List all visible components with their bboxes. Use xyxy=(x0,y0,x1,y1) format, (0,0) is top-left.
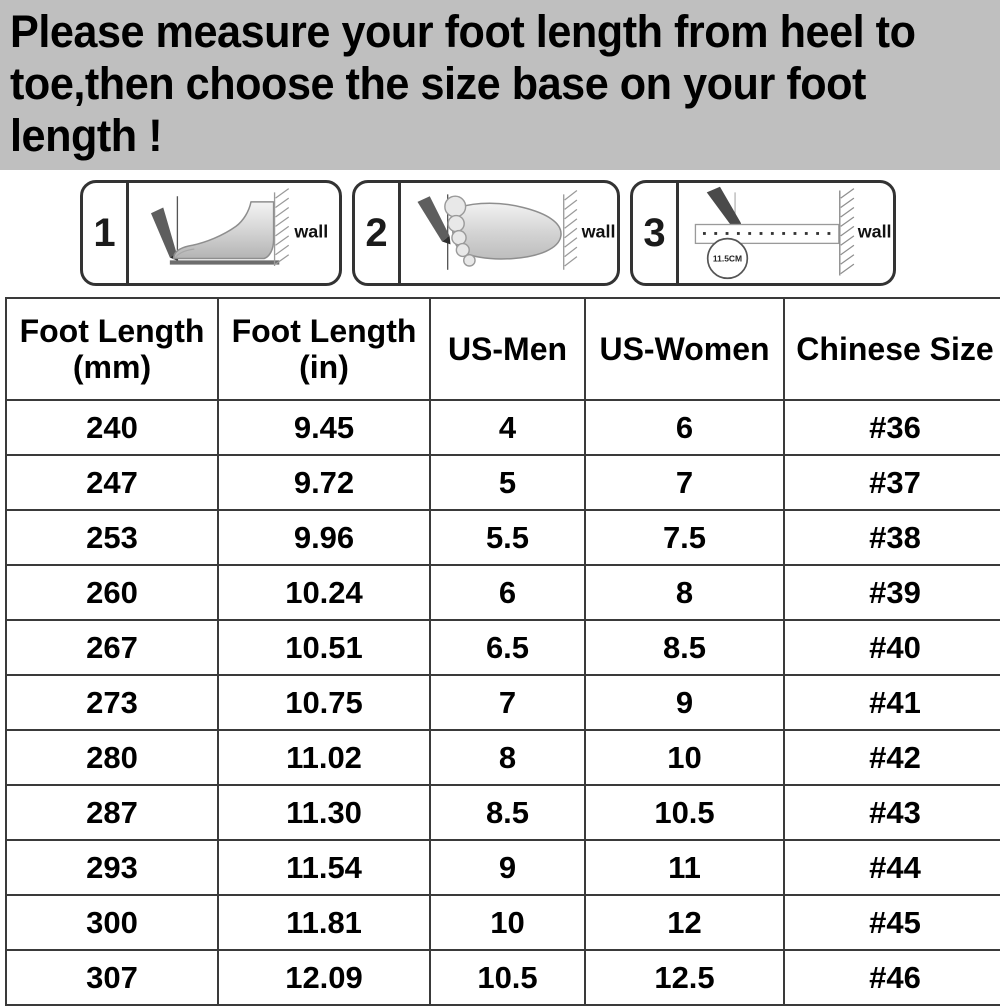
step-number-1: 1 xyxy=(83,183,129,283)
cell-foot-length-in: 11.30 xyxy=(217,784,431,841)
cell-us-men: 8.5 xyxy=(429,784,586,841)
cell-us-women: 6 xyxy=(584,399,785,456)
cell-chinese-size: #39 xyxy=(783,564,1000,621)
cell-foot-length-in: 9.96 xyxy=(217,509,431,566)
header-foot-length-mm-line1: Foot Length xyxy=(19,313,205,349)
cell-foot-length-in: 10.24 xyxy=(217,564,431,621)
measurement-steps: 1 xyxy=(0,170,1000,297)
header-us-men: US-Men xyxy=(429,297,586,401)
cell-foot-length-mm: 247 xyxy=(5,454,219,511)
cell-foot-length-in: 10.75 xyxy=(217,674,431,731)
header-foot-length-mm: Foot Length (mm) xyxy=(5,297,219,401)
cell-foot-length-mm: 253 xyxy=(5,509,219,566)
header-us-women: US-Women xyxy=(584,297,785,401)
cell-us-men: 8 xyxy=(429,729,586,786)
step-panel-2: 2 xyxy=(352,180,620,286)
cell-us-women: 8.5 xyxy=(584,619,785,676)
table-row: 253 9.96 5.5 7.5 #38 xyxy=(5,509,1000,566)
cell-foot-length-in: 11.81 xyxy=(217,894,431,951)
cell-foot-length-mm: 267 xyxy=(5,619,219,676)
cell-foot-length-in: 10.51 xyxy=(217,619,431,676)
cell-us-men: 10 xyxy=(429,894,586,951)
cell-foot-length-mm: 273 xyxy=(5,674,219,731)
cell-us-men: 7 xyxy=(429,674,586,731)
cell-us-women: 8 xyxy=(584,564,785,621)
header-foot-length-in-line1: Foot Length xyxy=(231,313,417,349)
table-row: 280 11.02 8 10 #42 xyxy=(5,729,1000,786)
cell-foot-length-in: 11.02 xyxy=(217,729,431,786)
cell-chinese-size: #37 xyxy=(783,454,1000,511)
cell-us-men: 6 xyxy=(429,564,586,621)
table-row: 293 11.54 9 11 #44 xyxy=(5,839,1000,896)
step-panel-1: 1 xyxy=(80,180,342,286)
foot-side-view-icon: wall xyxy=(129,183,339,283)
wall-label-2: wall xyxy=(581,222,616,242)
cell-foot-length-mm: 240 xyxy=(5,399,219,456)
ruler-icon: 11.5CM wall xyxy=(679,183,893,283)
cell-chinese-size: #44 xyxy=(783,839,1000,896)
table-row: 260 10.24 6 8 #39 xyxy=(5,564,1000,621)
size-chart-table: Foot Length (mm) Foot Length (in) US-Men… xyxy=(5,297,1000,1006)
cell-foot-length-mm: 287 xyxy=(5,784,219,841)
cell-foot-length-mm: 307 xyxy=(5,949,219,1006)
cell-us-women: 9 xyxy=(584,674,785,731)
cell-foot-length-mm: 300 xyxy=(5,894,219,951)
cell-foot-length-in: 9.45 xyxy=(217,399,431,456)
cell-us-women: 7 xyxy=(584,454,785,511)
header-foot-length-in-line2: (in) xyxy=(299,349,349,385)
cell-chinese-size: #45 xyxy=(783,894,1000,951)
header-us-men-label: US-Men xyxy=(447,331,568,367)
table-row: 240 9.45 4 6 #36 xyxy=(5,399,1000,456)
cell-us-women: 10.5 xyxy=(584,784,785,841)
cell-chinese-size: #36 xyxy=(783,399,1000,456)
cell-us-men: 6.5 xyxy=(429,619,586,676)
foot-sole-top-view-icon: wall xyxy=(401,183,617,283)
header-us-women-label: US-Women xyxy=(599,331,770,367)
size-chart-container: Foot Length (mm) Foot Length (in) US-Men… xyxy=(5,297,1000,1006)
table-row: 247 9.72 5 7 #37 xyxy=(5,454,1000,511)
cell-chinese-size: #43 xyxy=(783,784,1000,841)
cell-us-women: 7.5 xyxy=(584,509,785,566)
cell-foot-length-mm: 280 xyxy=(5,729,219,786)
header-chinese-size: Chinese Size xyxy=(783,297,1000,401)
header-chinese-size-label: Chinese Size xyxy=(796,331,994,367)
header-foot-length-mm-line2: (mm) xyxy=(72,349,152,385)
instruction-text: Please measure your foot length from hee… xyxy=(10,6,928,161)
cell-us-women: 12.5 xyxy=(584,949,785,1006)
wall-label-3: wall xyxy=(857,222,892,242)
measurement-value: 11.5CM xyxy=(713,253,742,263)
cell-us-men: 10.5 xyxy=(429,949,586,1006)
cell-chinese-size: #41 xyxy=(783,674,1000,731)
cell-foot-length-in: 12.09 xyxy=(217,949,431,1006)
table-row: 267 10.51 6.5 8.5 #40 xyxy=(5,619,1000,676)
cell-foot-length-in: 9.72 xyxy=(217,454,431,511)
step-number-3: 3 xyxy=(633,183,679,283)
cell-us-men: 5 xyxy=(429,454,586,511)
header-foot-length-in: Foot Length (in) xyxy=(217,297,431,401)
cell-foot-length-in: 11.54 xyxy=(217,839,431,896)
cell-chinese-size: #46 xyxy=(783,949,1000,1006)
wall-label-1: wall xyxy=(293,222,328,242)
cell-chinese-size: #38 xyxy=(783,509,1000,566)
cell-foot-length-mm: 293 xyxy=(5,839,219,896)
cell-chinese-size: #42 xyxy=(783,729,1000,786)
table-row: 273 10.75 7 9 #41 xyxy=(5,674,1000,731)
cell-us-men: 5.5 xyxy=(429,509,586,566)
instruction-banner: Please measure your foot length from hee… xyxy=(0,0,1000,170)
cell-chinese-size: #40 xyxy=(783,619,1000,676)
cell-us-men: 4 xyxy=(429,399,586,456)
table-row: 287 11.30 8.5 10.5 #43 xyxy=(5,784,1000,841)
table-row: 307 12.09 10.5 12.5 #46 xyxy=(5,949,1000,1006)
cell-us-women: 11 xyxy=(584,839,785,896)
cell-us-women: 10 xyxy=(584,729,785,786)
step-panel-3: 3 xyxy=(630,180,896,286)
cell-us-women: 12 xyxy=(584,894,785,951)
cell-us-men: 9 xyxy=(429,839,586,896)
step-number-2: 2 xyxy=(355,183,401,283)
cell-foot-length-mm: 260 xyxy=(5,564,219,621)
table-row: 300 11.81 10 12 #45 xyxy=(5,894,1000,951)
table-header-row: Foot Length (mm) Foot Length (in) US-Men… xyxy=(5,297,1000,401)
